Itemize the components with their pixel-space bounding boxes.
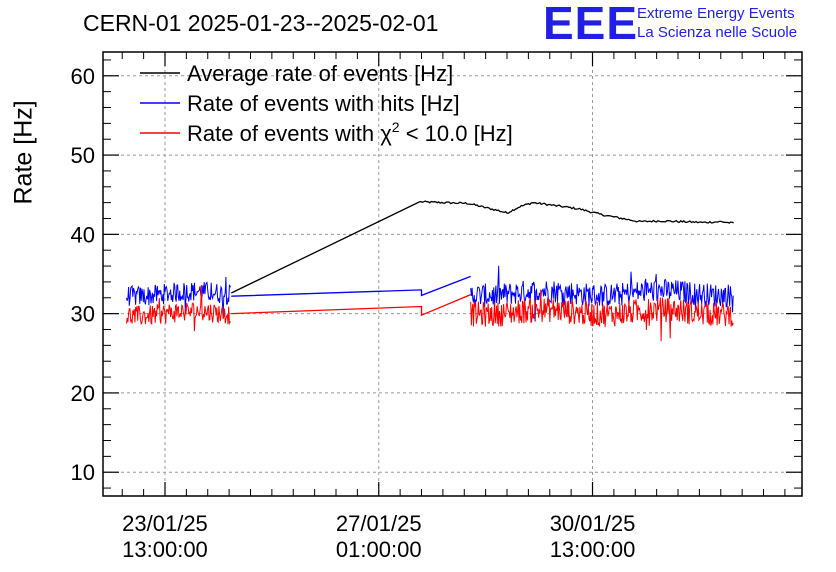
- x-tick-label: 13:00:00: [550, 537, 636, 562]
- x-tick-label: 27/01/25: [336, 511, 422, 536]
- axis-ticks: 10203040506023/01/2513:00:0027/01/2501:0…: [71, 52, 802, 562]
- legend: Average rate of events [Hz] Rate of event…: [140, 61, 513, 146]
- x-tick-label: 01:00:00: [336, 537, 422, 562]
- series-layer: [126, 200, 734, 342]
- series-line-chi2-rate-noise: [126, 284, 231, 332]
- y-tick-label: 30: [71, 302, 95, 327]
- y-tick-label: 50: [71, 143, 95, 168]
- series-line-chi2-rate-link: [231, 294, 471, 317]
- x-tick-label: 13:00:00: [122, 537, 208, 562]
- logo-caption: Extreme Energy Events La Scienza nelle S…: [637, 4, 797, 42]
- series-line-average-rate: [231, 200, 734, 294]
- legend-label: Rate of events with hits [Hz]: [187, 91, 460, 116]
- eee-logo: EEE: [543, 0, 639, 49]
- grid: [103, 52, 802, 496]
- series-line-hits-rate-noise: [470, 265, 734, 322]
- x-tick-label: 23/01/25: [122, 511, 208, 536]
- series-line-chi2-rate-noise: [470, 289, 734, 342]
- series-line-hits-rate-noise: [126, 276, 231, 318]
- y-tick-label: 10: [71, 460, 95, 485]
- legend-label: Rate of events with χ2 < 10.0 [Hz]: [187, 119, 513, 146]
- series-line-hits-rate-link: [231, 275, 471, 297]
- y-tick-label: 40: [71, 222, 95, 247]
- logo-caption-line1: Extreme Energy Events: [637, 5, 795, 22]
- x-tick-label: 30/01/25: [550, 511, 636, 536]
- y-tick-label: 60: [71, 64, 95, 89]
- chart-title: CERN-01 2025-01-23--2025-02-01: [83, 10, 439, 36]
- logo-caption-line2: La Scienza nelle Scuole: [637, 24, 798, 41]
- y-tick-label: 20: [71, 381, 95, 406]
- legend-label: Average rate of events [Hz]: [187, 61, 453, 86]
- plot-frame: [102, 51, 803, 497]
